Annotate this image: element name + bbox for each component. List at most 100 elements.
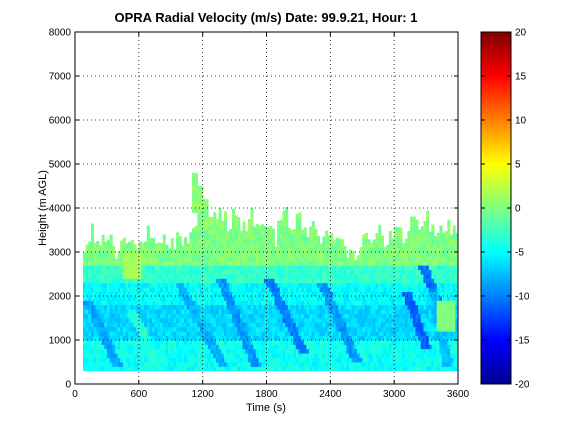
heatmap-cell (109, 326, 113, 332)
heatmap-cell (319, 300, 323, 306)
heatmap-cell (370, 366, 374, 372)
heatmap-cell (426, 247, 430, 253)
heatmap-cell (170, 357, 174, 363)
heatmap-cell (327, 318, 331, 323)
heatmap-cell (223, 348, 227, 354)
heatmap-cell (348, 331, 353, 336)
heatmap-cell (282, 225, 286, 231)
heatmap-cell (274, 322, 278, 328)
heatmap-cell (237, 300, 241, 306)
heatmap-cell (221, 269, 225, 275)
heatmap-cell (184, 238, 188, 244)
heatmap-cell (391, 304, 395, 310)
heatmap-cell (301, 230, 305, 235)
heatmap-cell (255, 362, 259, 367)
heatmap-cell (287, 274, 291, 279)
heatmap-cell (184, 313, 188, 319)
heatmap-cell (351, 335, 355, 341)
heatmap-cell (388, 335, 392, 341)
heatmap-cell (90, 331, 95, 336)
heatmap-cell (165, 269, 169, 275)
heatmap-cell (170, 296, 174, 301)
heatmap-cell (165, 244, 169, 248)
heatmap-cell (412, 225, 416, 231)
heatmap-cell (375, 243, 379, 248)
heatmap-cell (106, 335, 110, 341)
heatmap-cell (269, 247, 273, 253)
heatmap-cell (290, 326, 294, 332)
heatmap-cell (194, 278, 198, 284)
heatmap-cell (412, 243, 416, 248)
heatmap-cell (455, 357, 458, 363)
heatmap-cell (426, 274, 430, 279)
heatmap-cell (354, 362, 358, 367)
heatmap-cell (239, 260, 243, 266)
heatmap-cell (192, 309, 196, 314)
heatmap-cell (434, 260, 438, 266)
heatmap-cell (120, 344, 124, 350)
heatmap-cell (202, 291, 206, 297)
heatmap-cell (247, 340, 251, 345)
heatmap-cell (261, 238, 265, 244)
heatmap-cell (426, 269, 430, 275)
heatmap-cell (136, 353, 140, 358)
heatmap-cell (98, 256, 102, 262)
heatmap-cell (290, 335, 294, 341)
heatmap-cell (426, 344, 430, 350)
heatmap-cell (452, 322, 456, 328)
heatmap-cell (455, 296, 458, 301)
heatmap-cell (165, 348, 169, 354)
heatmap-cell (303, 256, 307, 262)
heatmap-cell (418, 238, 422, 244)
heatmap-cell (178, 318, 182, 323)
heatmap-cell (237, 353, 241, 358)
heatmap-cell (271, 274, 275, 279)
heatmap-cell (258, 274, 262, 279)
heatmap-cell (120, 318, 124, 323)
heatmap-cell (322, 304, 326, 310)
heatmap-cell (197, 296, 201, 301)
heatmap-cell (114, 278, 118, 284)
heatmap-cell (181, 256, 185, 262)
heatmap-cell (415, 225, 419, 231)
heatmap-cell (178, 357, 182, 363)
heatmap-cell (96, 309, 100, 314)
heatmap-cell (367, 340, 371, 345)
heatmap-cell (194, 291, 198, 297)
heatmap-cell (261, 309, 265, 314)
heatmap-cell (301, 252, 305, 257)
heatmap-cell (274, 340, 278, 345)
heatmap-cell (319, 287, 323, 292)
heatmap-cell (319, 243, 323, 248)
heatmap-cell (378, 318, 382, 323)
heatmap-cell (314, 300, 318, 306)
heatmap-cell (120, 278, 124, 284)
heatmap-cell (117, 278, 121, 284)
y-tick-label: 0 (65, 380, 71, 391)
heatmap-cell (285, 304, 289, 310)
heatmap-cell (271, 326, 275, 332)
heatmap-cell (287, 318, 291, 323)
heatmap-cell (399, 357, 403, 363)
heatmap-cell (287, 326, 291, 332)
heatmap-cell (271, 344, 275, 350)
heatmap-cell (144, 278, 148, 284)
heatmap-cell (104, 282, 108, 288)
heatmap-cell (117, 265, 121, 270)
heatmap-cell (290, 278, 294, 284)
heatmap-cell (359, 247, 363, 253)
heatmap-cell (450, 269, 454, 275)
heatmap-cell (255, 278, 259, 284)
heatmap-cell (322, 340, 326, 345)
heatmap-cell (311, 309, 315, 314)
heatmap-cell (359, 274, 363, 279)
heatmap-cell (125, 348, 129, 354)
heatmap-cell (197, 322, 201, 328)
heatmap-cell (383, 296, 387, 301)
heatmap-cell (263, 300, 267, 306)
heatmap-cell (184, 237, 188, 240)
heatmap-cell (426, 366, 430, 372)
heatmap-cell (85, 348, 89, 354)
heatmap-cell (396, 278, 400, 284)
heatmap-cell (442, 252, 446, 257)
